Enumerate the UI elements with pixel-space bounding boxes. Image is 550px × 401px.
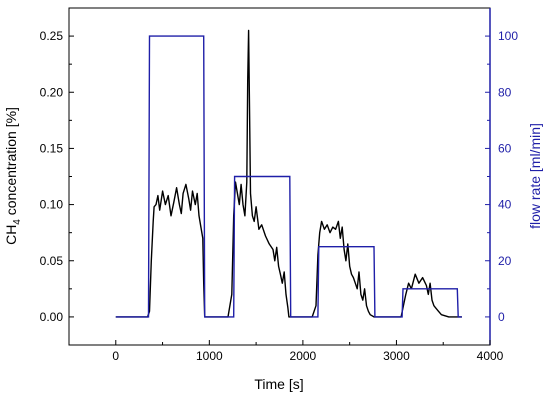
ch4-series-group bbox=[115, 29, 462, 318]
right-y-axis: 0 20 40 60 80 100 bbox=[485, 29, 518, 324]
x-tick-label: 0 bbox=[112, 349, 119, 363]
x-tick-label: 1000 bbox=[196, 349, 223, 363]
x-axis-title: Time [s] bbox=[254, 376, 303, 392]
left-y-tick-label: 0.15 bbox=[40, 141, 64, 155]
left-y-tick-label: 0.00 bbox=[40, 310, 64, 324]
left-axis-title-rest: concentration [%] bbox=[3, 107, 19, 219]
ch4-concentration-line bbox=[115, 29, 462, 318]
right-y-tick-label: 100 bbox=[498, 29, 518, 43]
right-y-tick-label: 20 bbox=[498, 254, 512, 268]
x-tick-label: 3000 bbox=[383, 349, 410, 363]
right-axis-title: flow rate [ml/min] bbox=[527, 123, 543, 229]
left-axis-title-subscript: 4 bbox=[12, 219, 23, 225]
x-tick-label: 2000 bbox=[290, 349, 317, 363]
left-y-tick-label: 0.10 bbox=[40, 198, 64, 212]
left-axis-title: CH4 concentration [%] bbox=[3, 107, 23, 245]
left-axis-title-main: CH bbox=[3, 225, 19, 245]
left-y-axis: 0.00 0.05 0.10 0.15 0.20 0.25 bbox=[40, 29, 74, 324]
x-tick-label: 4000 bbox=[477, 349, 504, 363]
left-y-tick-label: 0.25 bbox=[40, 29, 64, 43]
right-y-tick-label: 0 bbox=[498, 310, 505, 324]
right-y-tick-label: 60 bbox=[498, 141, 512, 155]
flow-series-group bbox=[115, 35, 462, 318]
left-y-tick-label: 0.20 bbox=[40, 85, 64, 99]
right-y-tick-label: 80 bbox=[498, 85, 512, 99]
left-y-tick-label: 0.05 bbox=[40, 254, 64, 268]
right-y-tick-label: 40 bbox=[498, 198, 512, 212]
flow-rate-line bbox=[115, 35, 462, 318]
x-axis: 0 1000 2000 3000 4000 bbox=[68, 340, 504, 363]
